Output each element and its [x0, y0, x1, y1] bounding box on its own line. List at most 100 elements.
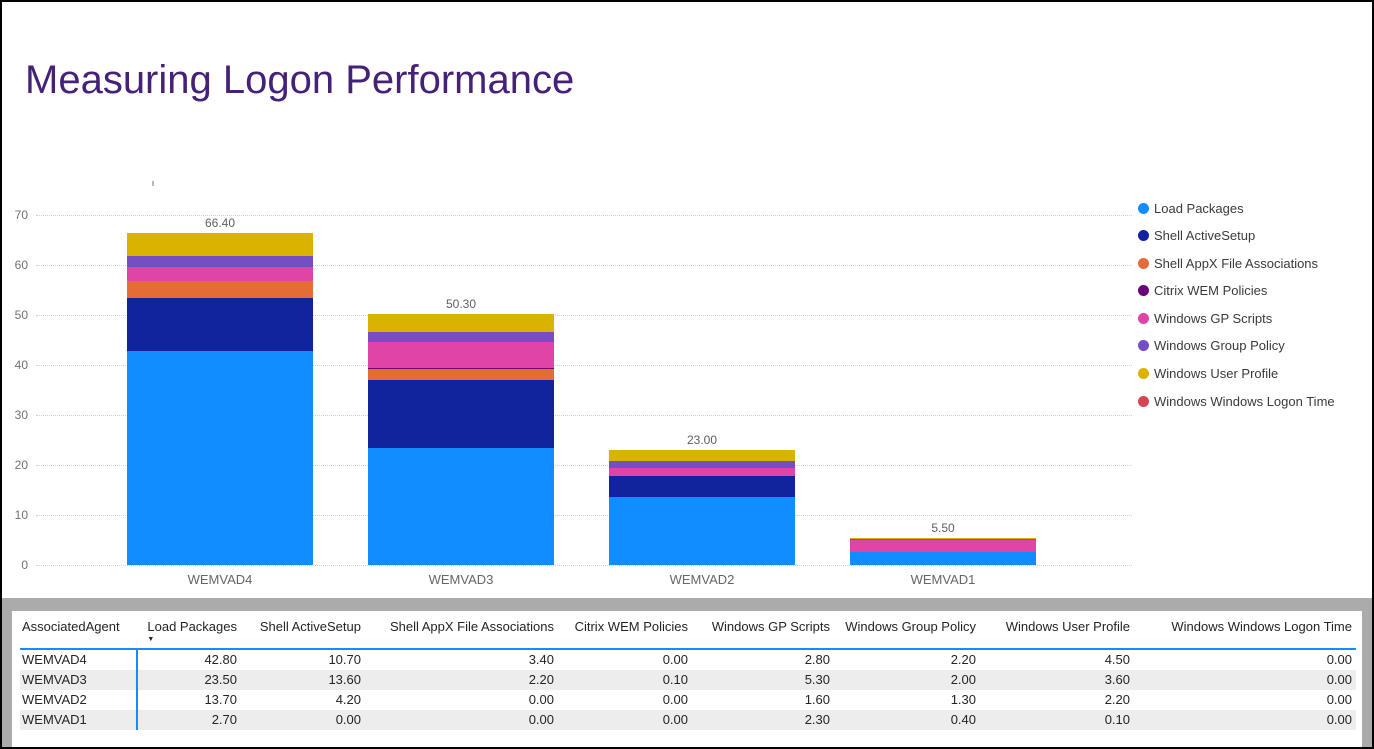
- value-cell[interactable]: 0.00: [662, 712, 688, 727]
- value-cell[interactable]: 0.00: [335, 712, 361, 727]
- legend-item[interactable]: Windows Group Policy: [1138, 336, 1372, 356]
- value-cell[interactable]: 2.00: [950, 672, 976, 687]
- column-header[interactable]: Citrix WEM Policies: [558, 611, 692, 650]
- legend-item[interactable]: Load Packages: [1138, 198, 1372, 218]
- bar-segment[interactable]: [368, 313, 554, 332]
- agent-name-cell[interactable]: WEMVAD2: [20, 690, 138, 710]
- legend-item[interactable]: Windows User Profile: [1138, 364, 1372, 384]
- value-cell[interactable]: 13.70: [204, 692, 237, 707]
- table-header-row: AssociatedAgent Load Packages ▼ Shell Activ…: [20, 611, 1356, 650]
- value-cell[interactable]: 13.60: [328, 672, 361, 687]
- bar-segment[interactable]: [850, 540, 1036, 552]
- value-cell[interactable]: 0.00: [1326, 652, 1352, 667]
- value-cell[interactable]: 10.70: [328, 652, 361, 667]
- legend-label: Windows User Profile: [1154, 366, 1279, 382]
- y-axis-tick-label: 0: [21, 558, 28, 572]
- bar-segment[interactable]: [609, 461, 795, 468]
- legend-item[interactable]: Citrix WEM Policies: [1138, 281, 1372, 301]
- legend-item[interactable]: Shell AppX File Associations: [1138, 253, 1372, 273]
- legend-item[interactable]: Shell ActiveSetup: [1138, 226, 1372, 246]
- bar-segment[interactable]: [368, 368, 554, 380]
- bar-segment[interactable]: [127, 280, 313, 298]
- legend-item[interactable]: Windows GP Scripts: [1138, 308, 1372, 328]
- value-cell[interactable]: 1.60: [804, 692, 830, 707]
- value-cell[interactable]: 23.50: [204, 672, 237, 687]
- y-axis-tick-label: 10: [14, 508, 28, 522]
- value-cell[interactable]: 2.70: [211, 712, 237, 727]
- bar-segment[interactable]: [368, 368, 554, 369]
- bar-segment[interactable]: [127, 255, 313, 267]
- value-cell[interactable]: 2.20: [528, 672, 554, 687]
- bar-segment[interactable]: [850, 537, 1036, 538]
- column-header-label: Windows GP Scripts: [711, 619, 830, 634]
- value-cell[interactable]: 2.20: [1104, 692, 1130, 707]
- column-header-label: Load Packages: [147, 619, 237, 634]
- x-axis-category-label: WEMVAD4: [187, 572, 253, 587]
- y-gridline: [36, 365, 1132, 366]
- bar-segment[interactable]: [127, 297, 313, 351]
- legend-label: Citrix WEM Policies: [1154, 283, 1268, 299]
- legend-color-dot-icon: [1138, 312, 1149, 324]
- value-cell[interactable]: 0.00: [528, 712, 554, 727]
- bar-segment[interactable]: [368, 379, 554, 448]
- bar-segment[interactable]: [368, 331, 554, 342]
- bar-total-label: 5.50: [931, 520, 955, 535]
- bar-segment[interactable]: [850, 551, 1036, 565]
- value-cell[interactable]: 3.60: [1104, 672, 1130, 687]
- column-header[interactable]: AssociatedAgent: [20, 611, 137, 650]
- bar-segment[interactable]: [127, 351, 313, 565]
- value-cell[interactable]: 0.00: [528, 692, 554, 707]
- column-header[interactable]: Windows GP Scripts: [692, 611, 834, 650]
- value-cell[interactable]: 2.80: [804, 652, 830, 667]
- legend-label: Windows Windows Logon Time: [1154, 393, 1335, 409]
- value-cell[interactable]: 0.00: [1326, 672, 1352, 687]
- bar-segment[interactable]: [850, 538, 1036, 540]
- bar-segment[interactable]: [368, 341, 554, 368]
- agent-name-cell[interactable]: WEMVAD1: [20, 710, 138, 730]
- chart-legend: Load Packages Shell ActiveSetup Shell AppX…: [1138, 198, 1372, 419]
- value-cell[interactable]: 2.20: [950, 652, 976, 667]
- value-cell[interactable]: 0.00: [662, 692, 688, 707]
- value-cell[interactable]: 0.10: [662, 672, 688, 687]
- value-cell[interactable]: 1.30: [950, 692, 976, 707]
- value-cell[interactable]: 42.80: [204, 652, 237, 667]
- table-row[interactable]: WEMVAD1 2.70 0.00 0.00 0.00 2.30 0.40 0.10 0.00: [20, 710, 1356, 730]
- table-scrollbar-left[interactable]: [2, 611, 12, 747]
- legend-item[interactable]: Windows Windows Logon Time: [1138, 391, 1372, 411]
- table-scrollbar-horizontal[interactable]: [2, 598, 1372, 611]
- table-row[interactable]: WEMVAD2 13.70 4.20 0.00 0.00 1.60 1.30 2.20 0.00: [20, 690, 1356, 710]
- y-gridline: [36, 415, 1132, 416]
- bar-segment[interactable]: [127, 266, 313, 281]
- value-cell[interactable]: 4.20: [335, 692, 361, 707]
- value-cell[interactable]: 5.30: [804, 672, 830, 687]
- bar-segment[interactable]: [609, 450, 795, 461]
- value-cell[interactable]: 2.30: [804, 712, 830, 727]
- table-row[interactable]: WEMVAD3 23.50 13.60 2.20 0.10 5.30 2.00 3.60 0.0…: [20, 670, 1356, 690]
- legend-color-dot-icon: [1138, 202, 1149, 214]
- table-scrollbar-vertical[interactable]: [1362, 611, 1372, 747]
- value-cell[interactable]: 0.40: [950, 712, 976, 727]
- value-cell[interactable]: 0.10: [1104, 712, 1130, 727]
- bar-segment[interactable]: [609, 496, 795, 565]
- legend-color-dot-icon: [1138, 368, 1149, 380]
- agent-name-cell[interactable]: WEMVAD4: [20, 649, 138, 670]
- table-row[interactable]: WEMVAD4 42.80 10.70 3.40 0.00 2.80 2.20 4.50 0.0…: [20, 649, 1356, 670]
- value-cell[interactable]: 0.00: [1326, 712, 1352, 727]
- column-header[interactable]: Windows User Profile: [980, 611, 1134, 650]
- bar-total-label: 23.00: [686, 433, 718, 447]
- value-cell[interactable]: 0.00: [662, 652, 688, 667]
- value-cell[interactable]: 0.00: [1326, 692, 1352, 707]
- bar-segment[interactable]: [368, 447, 554, 565]
- agent-name-cell[interactable]: WEMVAD3: [20, 670, 138, 690]
- bar-segment[interactable]: [609, 475, 795, 497]
- value-cell[interactable]: 3.40: [528, 652, 554, 667]
- column-header[interactable]: Load Packages ▼: [137, 611, 241, 650]
- column-header[interactable]: Windows Windows Logon Time: [1134, 611, 1356, 650]
- bar-segment[interactable]: [609, 467, 795, 476]
- column-header[interactable]: Shell ActiveSetup: [241, 611, 365, 650]
- column-header[interactable]: Windows Group Policy: [834, 611, 980, 650]
- column-header[interactable]: Shell AppX File Associations: [365, 611, 558, 650]
- bar-segment[interactable]: [127, 233, 313, 256]
- value-cell[interactable]: 4.50: [1104, 652, 1130, 667]
